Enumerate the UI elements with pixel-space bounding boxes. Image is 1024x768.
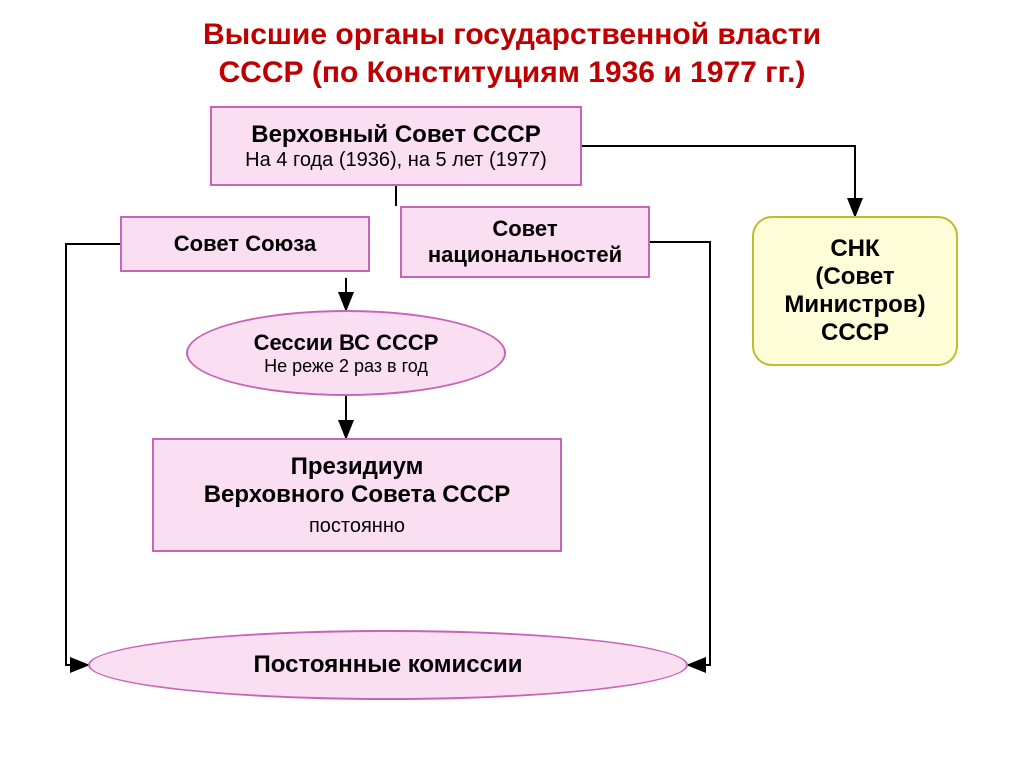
node-label: Президиум <box>291 453 424 481</box>
node-sublabel: Не реже 2 раз в год <box>264 356 428 377</box>
node-label: Министров) <box>784 291 925 319</box>
diagram-title-line1: Высшие органы государственной власти <box>0 18 1024 52</box>
node-label: Совет <box>492 216 557 242</box>
node-sublabel: национальностей <box>428 242 622 268</box>
node-label: Сессии ВС СССР <box>254 330 439 356</box>
node-nationalities-soviet: Совет национальностей <box>400 206 650 278</box>
node-label: Постоянные комиссии <box>254 651 523 679</box>
node-label: Верховный Совет СССР <box>251 121 541 149</box>
node-presidium: Президиум Верховного Совета СССР постоян… <box>152 438 562 552</box>
node-label: СССР <box>821 319 889 347</box>
node-snk: СНК (Совет Министров) СССР <box>752 216 958 366</box>
diagram-canvas: Высшие органы государственной власти ССС… <box>0 0 1024 768</box>
node-label: Верховного Совета СССР <box>204 481 511 509</box>
node-sublabel: На 4 года (1936), на 5 лет (1977) <box>245 149 547 172</box>
diagram-title-line2: СССР (по Конституциям 1936 и 1977 гг.) <box>0 56 1024 90</box>
node-commissions: Постоянные комиссии <box>88 630 688 700</box>
node-sublabel: постоянно <box>309 515 405 538</box>
node-union-soviet: Совет Союза <box>120 216 370 272</box>
node-label: (Совет <box>815 263 894 291</box>
node-sessions: Сессии ВС СССР Не реже 2 раз в год <box>186 310 506 396</box>
node-supreme-soviet: Верховный Совет СССР На 4 года (1936), н… <box>210 106 582 186</box>
node-label: СНК <box>830 235 879 263</box>
node-label: Совет Союза <box>174 231 316 257</box>
